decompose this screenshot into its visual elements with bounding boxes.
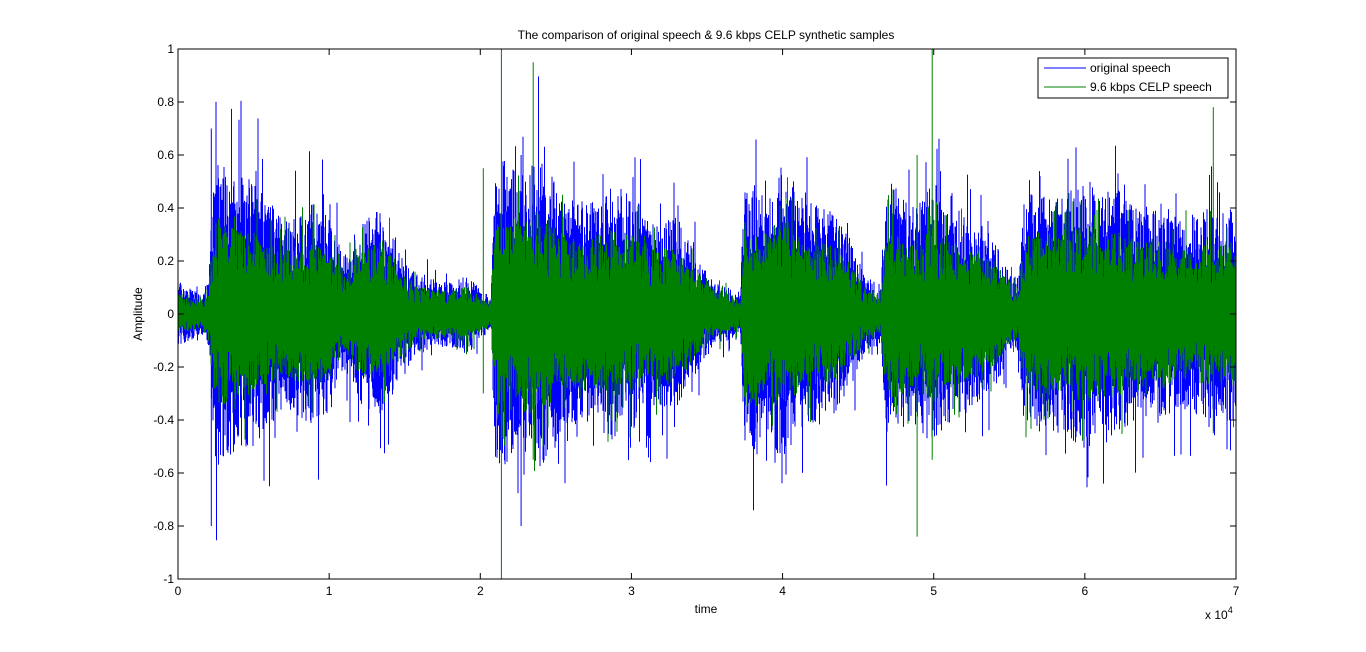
x-axis-scale-exponent: 4: [1228, 605, 1233, 615]
y-tick-label: -0.8: [153, 519, 174, 533]
y-tick-label: -0.6: [153, 466, 174, 480]
y-tick-label: 0: [167, 307, 174, 321]
y-tick-label: -0.4: [153, 413, 174, 427]
x-tick-label: 3: [628, 584, 635, 598]
y-tick-label: 0.6: [157, 148, 174, 162]
x-tick-label: 0: [175, 584, 182, 598]
y-tick-label: 0.8: [157, 95, 174, 109]
y-axis-label: Amplitude: [131, 287, 145, 341]
legend-box: [1037, 57, 1229, 99]
axis-ticks: 0 1 2 3 4 5 6 7 -1 -0.8 -0.6 -0.4 -0.2 0 0.2 0.4 0.6 0.8 1: [153, 42, 1239, 598]
x-tick-label: 7: [1233, 584, 1240, 598]
x-axis-scale-base: x 10: [1205, 608, 1228, 622]
legend: original speech 9.6 kbps CELP speech: [1037, 57, 1229, 99]
x-tick-label: 5: [930, 584, 937, 598]
y-tick-label: 0.4: [157, 201, 174, 215]
x-tick-label: 2: [477, 584, 484, 598]
y-tick-label: 1: [167, 42, 174, 56]
y-tick-label: 0.2: [157, 254, 174, 268]
chart-title: The comparison of original speech & 9.6 …: [518, 28, 895, 42]
x-tick-label: 6: [1082, 584, 1089, 598]
y-tick-label: -1: [163, 572, 174, 586]
x-axis-scale-multiplier: x 104: [1205, 605, 1233, 622]
x-tick-label: 4: [779, 584, 786, 598]
legend-label-original-speech: original speech: [1090, 61, 1171, 75]
y-tick-label: -0.2: [153, 360, 174, 374]
x-axis-label: time: [695, 602, 718, 616]
x-tick-label: 1: [326, 584, 333, 598]
legend-label-celp-speech: 9.6 kbps CELP speech: [1090, 80, 1212, 94]
